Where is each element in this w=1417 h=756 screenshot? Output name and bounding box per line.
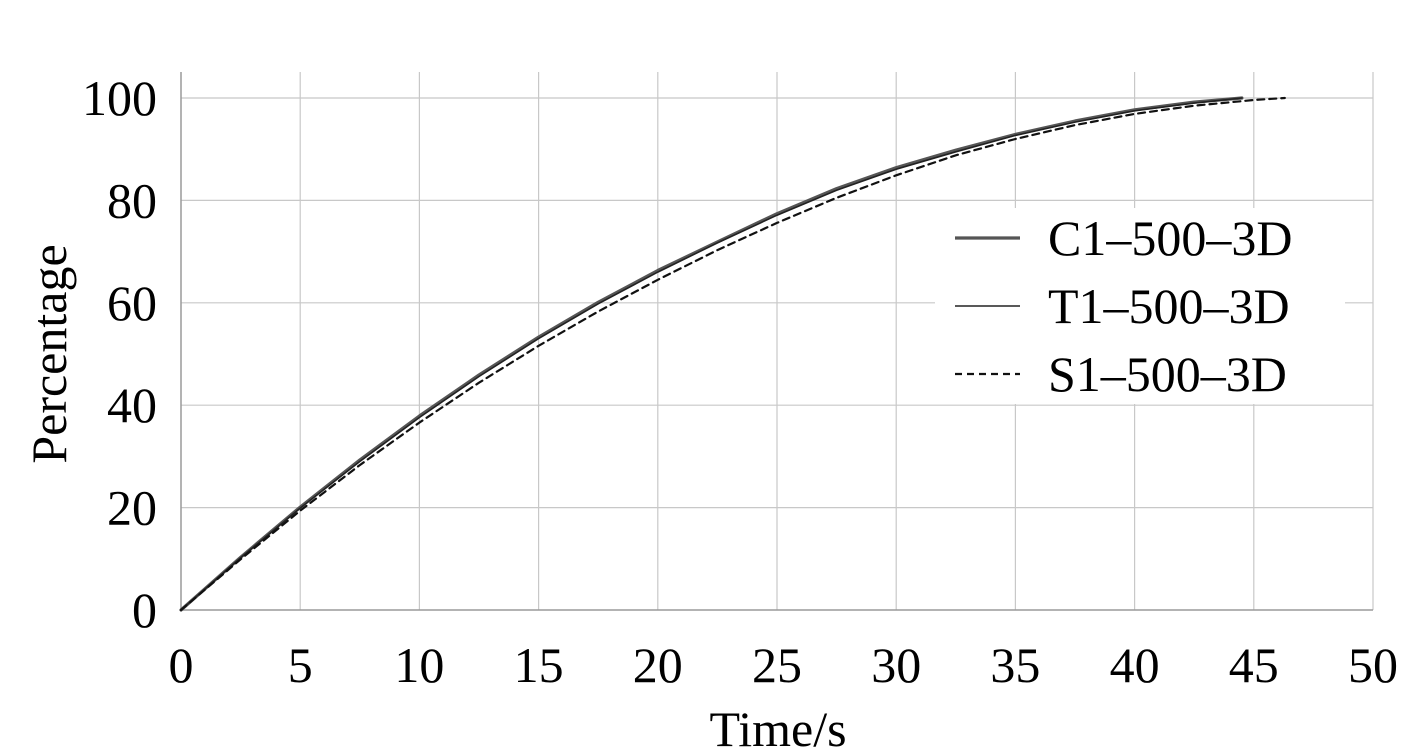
legend-label-s1: S1–500–3D [1048, 346, 1287, 402]
plot-series [179, 96, 1286, 612]
x-tick-label: 5 [288, 637, 313, 693]
x-tick-label: 30 [871, 637, 921, 693]
x-tick-label: 45 [1229, 637, 1279, 693]
x-tick-label: 20 [633, 637, 683, 693]
y-tick-label: 20 [107, 480, 157, 536]
y-tick-label: 100 [82, 70, 157, 126]
x-tick-label: 50 [1348, 637, 1398, 693]
series-s1-line [179, 96, 1286, 612]
x-axis-title: Time/s [709, 701, 846, 756]
x-tick-label: 25 [752, 637, 802, 693]
x-tick-label: 0 [169, 637, 194, 693]
legend-label-c1: C1–500–3D [1048, 210, 1292, 266]
x-tick-label: 15 [514, 637, 564, 693]
y-tick-label: 0 [132, 582, 157, 638]
x-tick-label: 40 [1110, 637, 1160, 693]
y-axis-title: Percentage [21, 244, 77, 463]
legend-label-t1: T1–500–3D [1048, 278, 1290, 334]
y-tick-label: 40 [107, 377, 157, 433]
series-c1-line [179, 96, 1244, 612]
axes [180, 72, 1373, 611]
x-tick-label: 35 [990, 637, 1040, 693]
x-tick-label: 10 [394, 637, 444, 693]
y-tick-label: 80 [107, 172, 157, 228]
y-tick-label: 60 [107, 275, 157, 331]
series-t1-line [180, 97, 1243, 611]
tick-labels: 0 5 10 15 20 25 30 35 40 45 50 0 20 40 60 80 100 [82, 70, 1398, 693]
legend: C1–500–3D T1–500–3D S1–500–3D [935, 208, 1345, 404]
